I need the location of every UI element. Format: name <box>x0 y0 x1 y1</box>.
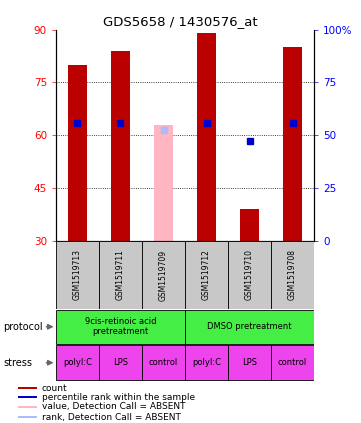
Bar <box>18 416 37 418</box>
Bar <box>142 241 185 309</box>
Text: GSM1519708: GSM1519708 <box>288 250 297 300</box>
Bar <box>18 387 37 389</box>
Text: LPS: LPS <box>113 358 128 367</box>
Bar <box>99 241 142 309</box>
Text: polyI:C: polyI:C <box>192 358 221 367</box>
Bar <box>185 310 314 344</box>
Text: DMSO pretreatment: DMSO pretreatment <box>207 322 292 331</box>
Text: control: control <box>278 358 307 367</box>
Bar <box>56 346 99 380</box>
Bar <box>197 33 216 241</box>
Text: GSM1519709: GSM1519709 <box>159 250 168 300</box>
Bar <box>99 346 142 380</box>
Text: GSM1519712: GSM1519712 <box>202 250 211 300</box>
Bar <box>271 346 314 380</box>
Bar <box>142 346 185 380</box>
Text: polyI:C: polyI:C <box>63 358 92 367</box>
Text: GSM1519711: GSM1519711 <box>116 250 125 300</box>
Text: GDS5658 / 1430576_at: GDS5658 / 1430576_at <box>103 15 258 28</box>
Bar <box>18 406 37 407</box>
Text: value, Detection Call = ABSENT: value, Detection Call = ABSENT <box>42 402 186 411</box>
Text: GSM1519710: GSM1519710 <box>245 250 254 300</box>
Bar <box>56 310 185 344</box>
Text: LPS: LPS <box>242 358 257 367</box>
Bar <box>56 241 99 309</box>
Bar <box>228 241 271 309</box>
Bar <box>185 346 228 380</box>
Bar <box>240 209 259 241</box>
Bar <box>185 241 228 309</box>
Text: percentile rank within the sample: percentile rank within the sample <box>42 393 195 402</box>
Bar <box>111 51 130 241</box>
Text: protocol: protocol <box>4 322 43 332</box>
Bar <box>283 47 302 241</box>
Text: GSM1519713: GSM1519713 <box>73 250 82 300</box>
Text: count: count <box>42 384 68 393</box>
Bar <box>271 241 314 309</box>
Text: 9cis-retinoic acid
pretreatment: 9cis-retinoic acid pretreatment <box>85 317 156 336</box>
Bar <box>18 396 37 398</box>
Bar <box>68 65 87 241</box>
Text: control: control <box>149 358 178 367</box>
Bar <box>154 125 173 241</box>
Text: stress: stress <box>4 358 32 368</box>
Bar <box>228 346 271 380</box>
Text: rank, Detection Call = ABSENT: rank, Detection Call = ABSENT <box>42 413 181 422</box>
